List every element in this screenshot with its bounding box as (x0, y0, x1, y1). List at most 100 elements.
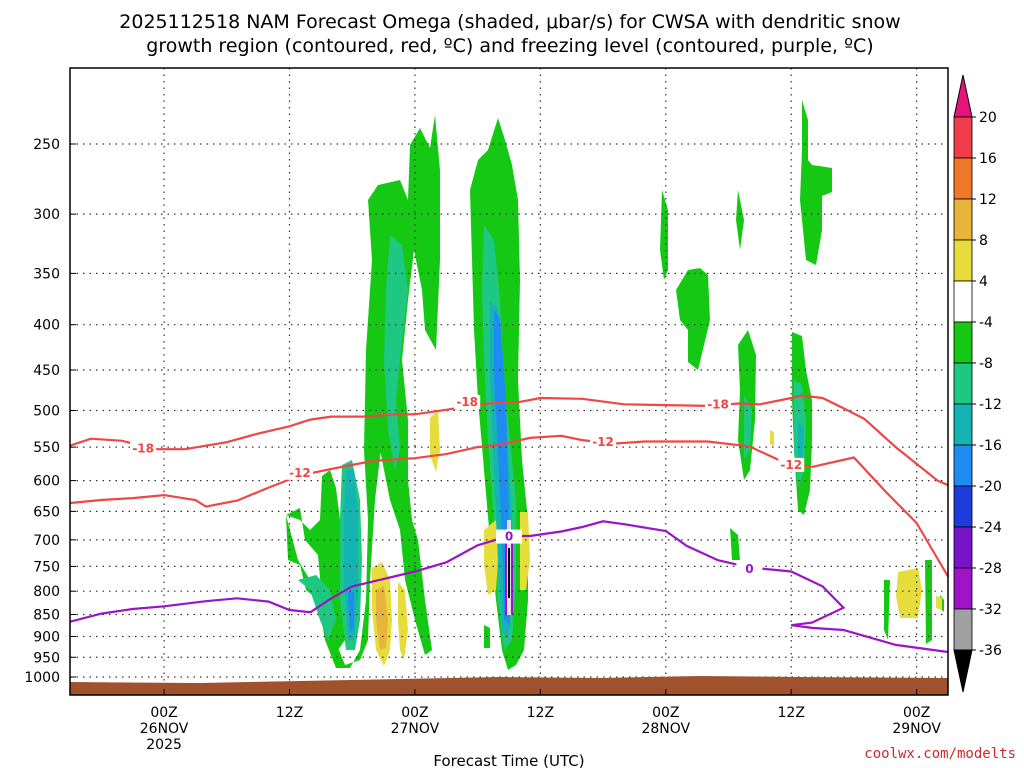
omega-region-orange-1 (376, 586, 388, 650)
colorbar-swatch (953, 444, 973, 487)
omega-region-yellow-8 (936, 596, 942, 610)
omega-region-teal-5 (744, 395, 752, 460)
omega-region-yellow-7 (896, 568, 922, 618)
plot-frame (69, 67, 949, 696)
y-tick-label: 250 (33, 137, 60, 153)
omega-region-green-9 (730, 528, 740, 560)
colorbar-label: -16 (979, 438, 1002, 454)
colorbar-swatch (953, 362, 973, 405)
red-contour-label: -12 (780, 458, 802, 472)
y-tick-label: 350 (33, 266, 60, 282)
red-contour-label: -18 (707, 397, 729, 411)
omega-region-core-dark (508, 548, 510, 598)
x-tick-label: 28NOV (641, 721, 690, 737)
omega-region-green-12 (884, 580, 890, 640)
y-tick-label: 300 (33, 207, 60, 223)
y-tick-label: 600 (33, 474, 60, 490)
colorbar-label: 16 (979, 151, 997, 167)
omega-region-yellow-5 (520, 512, 530, 590)
x-tick-label: 00Z (903, 705, 930, 721)
colorbar-swatch (953, 485, 973, 528)
y-tick-label: 1000 (24, 670, 60, 686)
colorbar-label: -8 (979, 356, 993, 372)
grid-lines (70, 68, 948, 695)
y-tick-label: 900 (33, 629, 60, 645)
purple-contour-label: 0 (745, 562, 753, 576)
x-tick-label: 00Z (401, 705, 428, 721)
x-tick-label: 29NOV (892, 721, 941, 737)
x-tick-label: 27NOV (391, 721, 440, 737)
omega-region-teal-2 (384, 235, 408, 470)
red-contour-label: -18 (132, 442, 154, 456)
colorbar-swatch (953, 198, 973, 241)
y-tick-label: 400 (33, 318, 60, 334)
y-axis: 250 300 350 400 450 500 550 600 650 700 750 800 850 9… (24, 137, 76, 686)
contour-label-bg (286, 465, 313, 480)
colorbar-label: -4 (979, 315, 993, 331)
contour-label-bg (778, 457, 805, 472)
colorbar-label: -32 (979, 602, 1002, 618)
contour-lines: -18 -18 -18 -12 -12 -12 0 0 (70, 394, 948, 654)
red-contour-label: -18 (456, 395, 478, 409)
x-tick-label: 12Z (527, 705, 554, 721)
contour-label-bg (454, 394, 481, 409)
colorbar-swatch (953, 608, 973, 651)
contour-label-bg (496, 529, 522, 544)
chart-title-line-1: 2025112518 NAM Forecast Omega (shaded, μ… (119, 11, 900, 33)
colorbar-label: 8 (979, 233, 988, 249)
colorbar: 20 16 12 8 4 -4 -8 -12 -16 -20 -24 -28 -32 -36 (953, 74, 1002, 693)
colorbar-swatch (953, 280, 973, 323)
omega-region-yellow-6 (770, 430, 774, 446)
colorbar-swatch (953, 157, 973, 200)
x-tick-label: 26NOV (140, 721, 189, 737)
contour-label-bg (130, 441, 157, 456)
y-tick-label: 550 (33, 440, 60, 456)
contour-label-bg (705, 397, 732, 412)
omega-region-yellow-4 (484, 520, 498, 595)
x-tick-label: 2025 (146, 737, 182, 753)
colorbar-swatch (953, 526, 973, 569)
y-tick-label: 950 (33, 650, 60, 666)
colorbar-swatch (953, 403, 973, 446)
y-tick-label: 650 (33, 504, 60, 520)
omega-region-yellow-2 (398, 582, 408, 660)
y-tick-label: 500 (33, 404, 60, 420)
colorbar-swatch (953, 321, 973, 364)
omega-region-green-13 (925, 560, 932, 644)
colorbar-label: 4 (979, 274, 988, 290)
colorbar-label: 12 (979, 192, 997, 208)
colorbar-label: -20 (979, 479, 1002, 495)
omega-region-green-10 (800, 100, 832, 265)
colorbar-label: -12 (979, 397, 1002, 413)
red-contour-label: -12 (289, 466, 311, 480)
y-tick-label: 850 (33, 608, 60, 624)
omega-region-green-7 (736, 190, 744, 250)
colorbar-swatch (953, 116, 973, 159)
colorbar-label: -28 (979, 561, 1002, 577)
colorbar-swatch (953, 239, 973, 282)
x-tick-label: 00Z (652, 705, 679, 721)
colorbar-bottom-arrow (953, 649, 973, 693)
x-tick-label: 00Z (150, 705, 177, 721)
contour-label-bg (590, 435, 617, 450)
omega-region-green-6 (676, 268, 710, 370)
omega-region-cyan-1 (344, 470, 358, 640)
red-contour-line (70, 394, 948, 487)
x-tick-label: 12Z (276, 705, 303, 721)
y-tick-label: 750 (33, 559, 60, 575)
colorbar-label: 20 (979, 110, 997, 126)
colorbar-swatch (953, 567, 973, 610)
contour-label-bg (736, 561, 763, 576)
omega-region-cyan-3 (798, 420, 804, 466)
y-tick-label: 700 (33, 533, 60, 549)
y-tick-label: 450 (33, 363, 60, 379)
red-contour-label: -12 (592, 435, 614, 449)
chart-title-line-2: growth region (contoured, red, ºC) and f… (146, 35, 873, 57)
colorbar-label: -24 (979, 520, 1002, 536)
y-tick-label: 800 (33, 584, 60, 600)
colorbar-label: -36 (979, 643, 1002, 659)
x-tick-label: 12Z (778, 705, 805, 721)
credit-text: coolwx.com/modelts (864, 746, 1016, 762)
